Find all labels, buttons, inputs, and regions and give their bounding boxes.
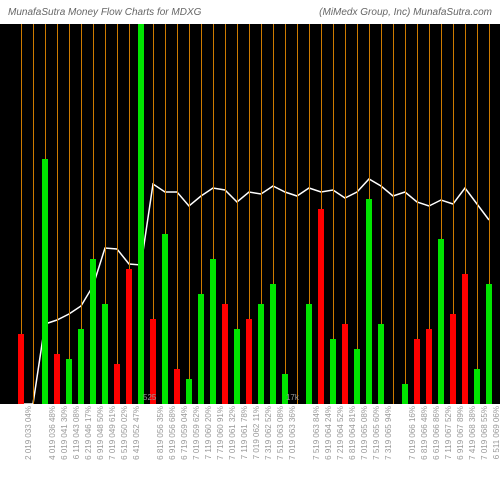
volume-bar xyxy=(438,239,444,404)
volume-bar xyxy=(462,274,468,404)
x-tick-label: 7 019 059 62% xyxy=(192,406,201,460)
y-tick-label: 525 xyxy=(143,393,156,402)
x-tick-label: 7 019 063 36% xyxy=(288,406,297,460)
volume-bar xyxy=(234,329,240,404)
grid-line xyxy=(357,24,358,404)
volume-bar xyxy=(66,359,72,404)
volume-bar xyxy=(210,259,216,404)
grid-line xyxy=(33,24,34,404)
x-tick-label: 6 119 043 08% xyxy=(72,406,81,459)
x-tick-label: 7 119 060 20% xyxy=(204,406,213,459)
x-tick-label: 7 019 065 08% xyxy=(360,406,369,460)
x-tick-label: 7 019 068 55% xyxy=(480,406,489,460)
volume-bar xyxy=(78,329,84,404)
header-left: MunafaSutra Money Flow Charts for MDXG xyxy=(8,7,201,18)
x-tick-label: 7 319 065 94% xyxy=(384,406,393,460)
volume-bar xyxy=(270,284,276,404)
grid-line xyxy=(69,24,70,404)
y-tick-label: 17k xyxy=(286,393,299,402)
x-tick-label: 7 019 049 61% xyxy=(108,406,117,460)
chart-area: 17k 525 xyxy=(0,24,500,404)
x-tick-label: 7 719 060 91% xyxy=(216,406,225,460)
x-tick-label: 6 511 069 06% xyxy=(492,406,500,459)
grid-line xyxy=(189,24,190,404)
volume-bar xyxy=(402,384,408,404)
volume-bar xyxy=(102,304,108,404)
volume-bar xyxy=(42,159,48,404)
volume-bar xyxy=(342,324,348,404)
volume-bar xyxy=(54,354,60,404)
grid-line xyxy=(117,24,118,404)
x-tick-label: 6 919 056 68% xyxy=(168,406,177,460)
x-tick-label: 6 819 066 48% xyxy=(420,406,429,460)
grid-line xyxy=(297,24,298,404)
volume-bar xyxy=(378,324,384,404)
x-tick-label: 6 519 050 02% xyxy=(120,406,129,460)
volume-bar xyxy=(330,339,336,404)
x-tick-label: 7 519 063 84% xyxy=(312,406,321,460)
x-tick-label: 7 219 064 52% xyxy=(336,406,345,460)
grid-line xyxy=(405,24,406,404)
x-tick-label: 7 119 067 52% xyxy=(444,406,453,459)
x-tick-label: 6 619 066 86% xyxy=(432,406,441,460)
x-tick-label: 6 819 064 81% xyxy=(348,406,357,460)
x-tick-label: 7 019 066 16% xyxy=(408,406,417,460)
volume-bar xyxy=(366,199,372,404)
volume-bar xyxy=(18,334,24,404)
grid-line xyxy=(393,24,394,404)
volume-bar xyxy=(174,369,180,404)
chart-header: MunafaSutra Money Flow Charts for MDXG (… xyxy=(0,0,500,24)
volume-bar xyxy=(90,259,96,404)
volume-bar xyxy=(318,209,324,404)
grid-line xyxy=(177,24,178,404)
x-tick-label: 6 919 067 89% xyxy=(456,406,465,460)
x-tick-label: 2 019 033 04% xyxy=(24,406,33,460)
volume-bar xyxy=(354,349,360,404)
volume-bar xyxy=(414,339,420,404)
volume-bar xyxy=(222,304,228,404)
volume-bar xyxy=(150,319,156,404)
x-tick-label: 6 419 052 47% xyxy=(132,406,141,460)
x-tick-label: 6 019 041 30% xyxy=(60,406,69,460)
x-tick-label: 7 419 068 38% xyxy=(468,406,477,460)
volume-bar xyxy=(486,284,492,404)
x-tick-label: 6 919 048 50% xyxy=(96,406,105,460)
x-tick-label: 6 219 046 17% xyxy=(84,406,93,460)
x-tick-label: 6 919 064 24% xyxy=(324,406,333,460)
x-tick-label: 6 719 059 04% xyxy=(180,406,189,460)
x-tick-label: 7 019 061 32% xyxy=(228,406,237,460)
volume-bar xyxy=(450,314,456,404)
x-axis-labels: 2 019 033 04%4 019 036 48%6 019 041 30%6… xyxy=(0,406,500,500)
x-tick-label: 4 019 036 48% xyxy=(48,406,57,460)
grid-line xyxy=(477,24,478,404)
volume-bar xyxy=(162,234,168,404)
x-tick-label: 7 019 062 11% xyxy=(252,406,261,459)
volume-bar xyxy=(198,294,204,404)
volume-bar xyxy=(306,304,312,404)
volume-bar xyxy=(126,269,132,404)
volume-bar xyxy=(246,319,252,404)
x-tick-label: 7 119 061 78% xyxy=(240,406,249,459)
header-right: (MiMedx Group, Inc) MunafaSutra.com xyxy=(319,7,492,18)
volume-bar xyxy=(186,379,192,404)
x-tick-label: 6 819 056 35% xyxy=(156,406,165,460)
volume-bar xyxy=(138,24,144,404)
x-tick-label: 7 519 063 08% xyxy=(276,406,285,460)
x-tick-label: 7 319 062 52% xyxy=(264,406,273,460)
grid-line xyxy=(285,24,286,404)
volume-bar xyxy=(114,364,120,404)
volume-bar xyxy=(426,329,432,404)
chart-container: MunafaSutra Money Flow Charts for MDXG (… xyxy=(0,0,500,500)
x-tick-label: 7 519 065 60% xyxy=(372,406,381,460)
volume-bar xyxy=(258,304,264,404)
volume-bar xyxy=(474,369,480,404)
grid-line xyxy=(57,24,58,404)
